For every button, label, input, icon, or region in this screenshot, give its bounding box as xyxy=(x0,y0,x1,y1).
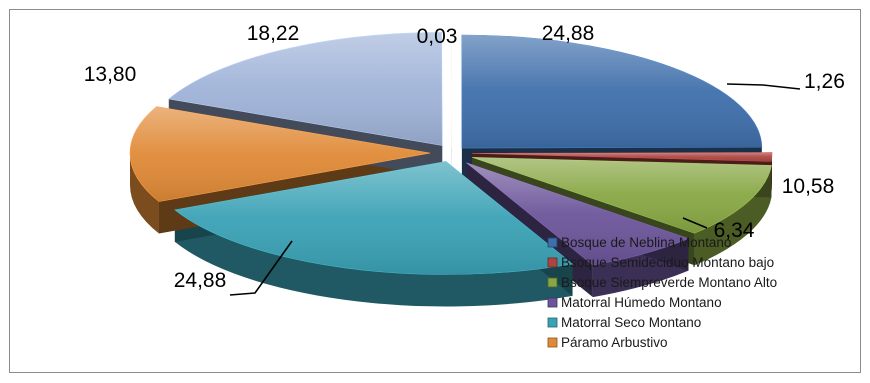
data-label-bosque-de-neblina-montano: 24,88 xyxy=(542,22,595,45)
pie-slice-gloss-matorral-humedo-montano xyxy=(466,162,689,266)
data-label-unlabeled-7: 0,03 xyxy=(417,25,458,48)
legend-swatch xyxy=(547,317,558,328)
legend-label: Bosque de Neblina Montano xyxy=(561,235,731,250)
legend: Bosque de Neblina Montano Bsoque Semideci… xyxy=(547,235,777,350)
legend-item-matorral-seco-montano: Matorral Seco Montano xyxy=(547,315,701,330)
legend-label: Matorral Húmedo Montano xyxy=(561,295,722,310)
data-label-bsoque-semideciduo-montano-bajo: 1,26 xyxy=(804,70,845,93)
pie-side-paramo-arbustivo xyxy=(130,153,159,234)
leader-line-bsoque-semideciduo-montano-bajo xyxy=(726,83,801,90)
pie-slice-gloss-unlabeled-7 xyxy=(451,35,452,149)
legend-item-matorral-humedo-montano: Matorral Húmedo Montano xyxy=(547,295,722,310)
data-label-matorral-humedo-montano: 6,34 xyxy=(714,219,755,242)
leader-line-matorral-seco-montano xyxy=(229,240,293,296)
pie-side-bsoque-siempreverde-montano-alto xyxy=(694,165,772,266)
pie-slice-gloss-paramo-arbustivo xyxy=(130,106,431,202)
data-label-paramo-arbustivo: 13,80 xyxy=(84,63,137,86)
data-label-matorral-seco-montano: 24,88 xyxy=(174,269,227,292)
legend-swatch xyxy=(547,237,558,248)
legend-label: Matorral Seco Montano xyxy=(561,315,701,330)
legend-item-bosque-de-neblina-montano: Bosque de Neblina Montano xyxy=(547,235,731,250)
data-label-bsoque-siempreverde-montano-alto: 10,58 xyxy=(782,175,835,198)
data-label-unlabeled-6: 18,22 xyxy=(247,22,300,45)
pie-slice-gloss-matorral-seco-montano xyxy=(174,161,573,275)
legend-label: Páramo Arbustivo xyxy=(561,335,668,350)
legend-swatch xyxy=(547,297,558,308)
pie-side-matorral-seco-montano xyxy=(174,209,573,307)
legend-item-paramo-arbustivo: Páramo Arbustivo xyxy=(547,335,668,350)
legend-label: Bsoque Siempreverde Montano Alto xyxy=(561,275,777,290)
leader-line-matorral-humedo-montano xyxy=(682,217,708,229)
legend-item-bsoque-siempreverde-montano-alto: Bsoque Siempreverde Montano Alto xyxy=(547,275,777,290)
pie-slice-gloss-bosque-de-neblina-montano xyxy=(461,35,762,149)
legend-swatch xyxy=(547,277,558,288)
legend-swatch xyxy=(547,257,558,268)
legend-item-bsoque-semideciduo-montano-bajo: Bsoque Semideciduo Montano bajo xyxy=(547,255,774,270)
pie-slice-gloss-unlabeled-6 xyxy=(168,32,443,146)
pie-slice-gloss-bsoque-siempreverde-montano-alto xyxy=(472,157,772,234)
pie-slice-gloss-bsoque-semideciduo-montano-bajo xyxy=(471,152,772,162)
legend-swatch xyxy=(547,337,558,348)
legend-label: Bsoque Semideciduo Montano bajo xyxy=(561,255,774,270)
